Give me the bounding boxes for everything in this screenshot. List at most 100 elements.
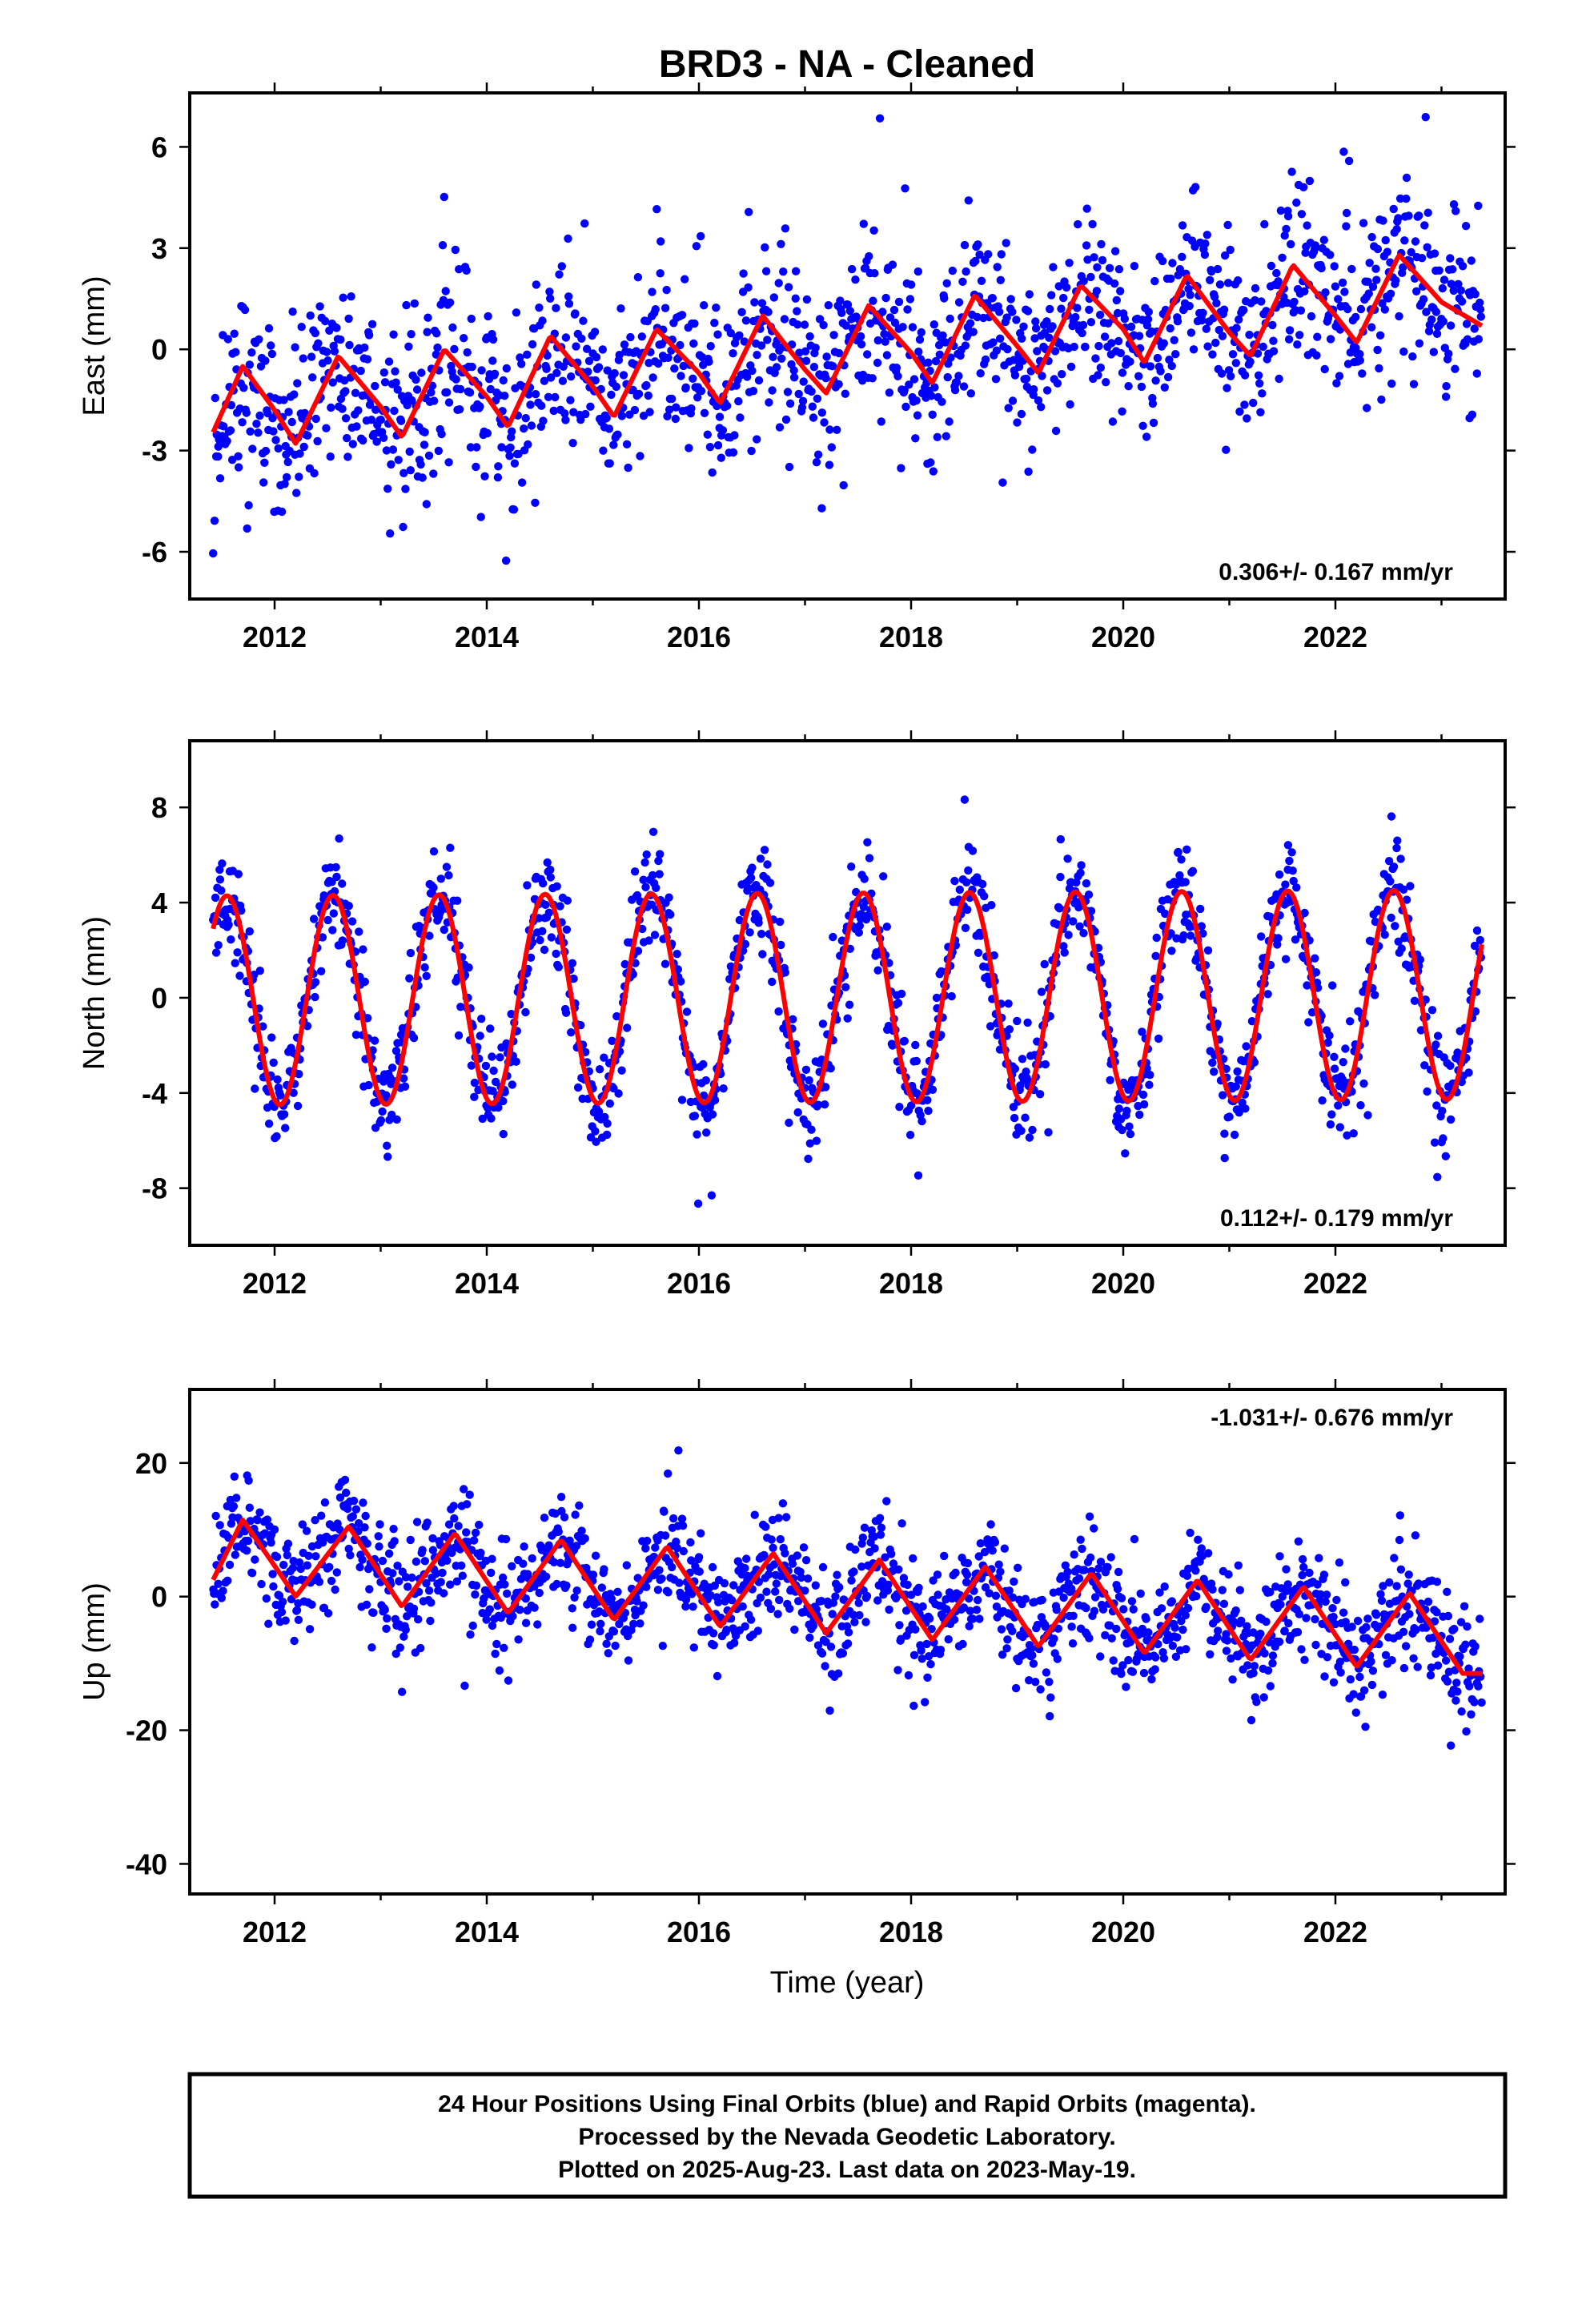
- up-data-point: [1008, 1626, 1017, 1636]
- east-data-point: [793, 320, 802, 329]
- east-data-point: [901, 184, 909, 193]
- up-data-point: [535, 1588, 544, 1598]
- north-data-point: [960, 795, 970, 804]
- east-data-point: [1082, 204, 1091, 213]
- east-data-point: [546, 294, 555, 303]
- up-data-point: [675, 1578, 684, 1587]
- up-data-point: [799, 1543, 809, 1552]
- east-data-point: [1365, 259, 1374, 267]
- east-data-point: [687, 404, 696, 413]
- north-data-point: [1021, 1113, 1030, 1122]
- east-data-point: [282, 472, 291, 482]
- up-data-point: [1122, 1683, 1130, 1691]
- footer-line-1: 24 Hour Positions Using Final Orbits (bl…: [438, 2091, 1256, 2117]
- up-data-point: [664, 1588, 673, 1597]
- east-data-point: [336, 335, 345, 344]
- up-data-point: [774, 1514, 783, 1522]
- up-y-tick-label: 0: [151, 1581, 167, 1614]
- north-data-point: [259, 1022, 267, 1031]
- east-data-point: [404, 342, 413, 351]
- north-data-point: [735, 915, 744, 925]
- north-data-point: [820, 1100, 829, 1109]
- east-data-point: [1343, 304, 1352, 314]
- north-data-point: [1291, 935, 1300, 944]
- east-data-point: [813, 450, 823, 459]
- up-data-point: [1256, 1629, 1265, 1638]
- up-data-point: [887, 1550, 896, 1558]
- east-data-point: [1025, 290, 1034, 299]
- east-data-point: [689, 339, 698, 348]
- east-data-point: [244, 501, 253, 510]
- up-data-point: [311, 1552, 320, 1561]
- north-data-point: [523, 881, 532, 890]
- north-data-point: [1470, 941, 1480, 951]
- up-data-point: [223, 1576, 232, 1586]
- east-data-point: [582, 344, 592, 353]
- up-data-point: [1411, 1531, 1420, 1540]
- north-data-point: [1303, 981, 1311, 990]
- up-data-point: [777, 1571, 785, 1581]
- east-data-point: [729, 349, 737, 358]
- up-data-point: [1026, 1644, 1036, 1653]
- east-data-point: [915, 335, 925, 344]
- up-data-point: [1367, 1680, 1377, 1690]
- east-data-point: [1293, 340, 1302, 349]
- north-data-point: [494, 1103, 503, 1112]
- east-data-point: [1296, 306, 1306, 315]
- north-data-point: [962, 878, 971, 887]
- north-data-point: [897, 989, 906, 999]
- east-data-point: [1260, 219, 1269, 229]
- up-data-point: [1002, 1644, 1011, 1653]
- north-data-point: [231, 959, 239, 967]
- east-data-point: [672, 403, 681, 412]
- north-data-point: [1203, 946, 1213, 955]
- east-data-point: [572, 342, 580, 351]
- north-data-point: [363, 1014, 372, 1023]
- north-data-point: [1069, 917, 1078, 926]
- up-data-point: [243, 1536, 253, 1546]
- east-data-point: [930, 383, 939, 392]
- up-data-point: [1167, 1597, 1177, 1606]
- north-data-point: [387, 1063, 397, 1072]
- north-data-point: [947, 991, 956, 1001]
- north-data-point: [776, 917, 785, 927]
- east-data-point: [676, 340, 685, 350]
- east-data-point: [347, 292, 355, 301]
- up-data-point: [1005, 1586, 1014, 1595]
- up-data-point: [651, 1543, 660, 1552]
- east-data-point: [954, 372, 963, 380]
- east-data-point: [246, 427, 255, 436]
- up-data-point: [1117, 1669, 1126, 1679]
- east-data-point: [1246, 357, 1255, 366]
- east-data-point: [371, 405, 380, 414]
- up-data-point: [1096, 1652, 1105, 1661]
- east-data-point: [1150, 276, 1159, 286]
- up-data-point: [1262, 1617, 1271, 1626]
- up-data-point: [909, 1554, 917, 1563]
- east-data-point: [445, 298, 455, 307]
- up-data-point: [562, 1581, 571, 1590]
- up-data-point: [596, 1626, 604, 1636]
- up-data-point: [775, 1595, 784, 1605]
- north-x-tick-label: 2016: [667, 1267, 731, 1300]
- north-data-point: [1018, 1055, 1027, 1063]
- east-data-point: [364, 331, 374, 340]
- north-data-point: [1060, 948, 1069, 957]
- north-data-point: [456, 1003, 465, 1011]
- north-data-point: [746, 874, 756, 883]
- north-data-point: [1208, 1058, 1217, 1068]
- north-data-point: [331, 862, 340, 872]
- north-data-point: [1446, 1115, 1456, 1124]
- up-data-point: [885, 1605, 893, 1614]
- up-data-point: [1283, 1580, 1292, 1589]
- east-data-point: [648, 287, 656, 296]
- up-data-point: [480, 1594, 488, 1603]
- up-data-point: [1228, 1675, 1237, 1684]
- north-data-point: [648, 870, 657, 880]
- north-y-tick-label: 4: [151, 887, 167, 919]
- east-data-point: [1215, 325, 1224, 335]
- north-data-point: [1055, 904, 1064, 913]
- east-data-point: [551, 392, 560, 402]
- east-data-point: [424, 313, 432, 322]
- east-data-point: [1364, 289, 1373, 298]
